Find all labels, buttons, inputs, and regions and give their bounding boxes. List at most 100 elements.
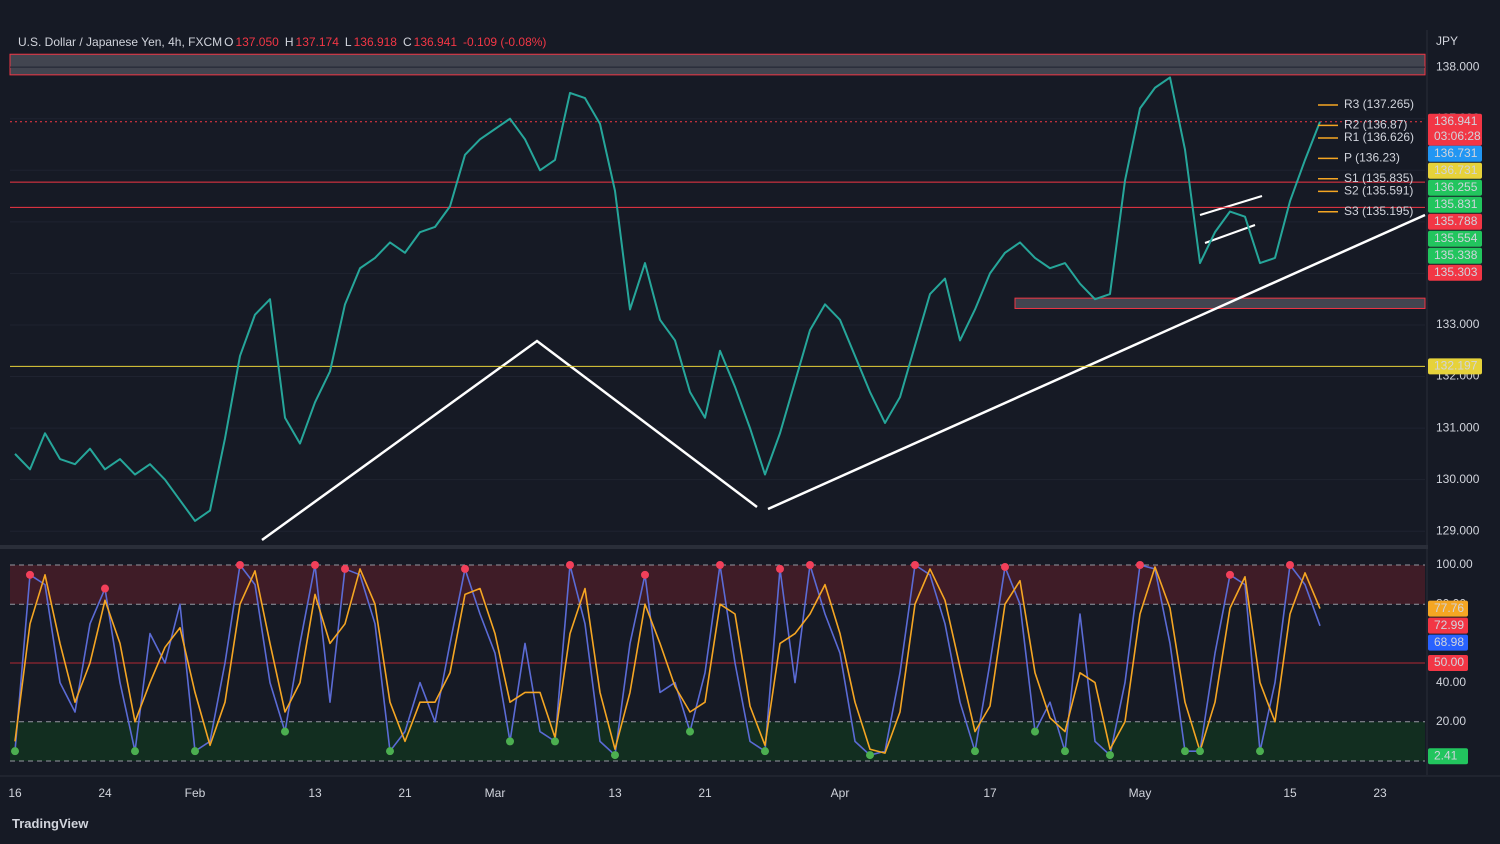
price-badge (1428, 600, 1468, 617)
header: U.S. Dollar / Japanese Yen, 4h, FXCM O 137… (18, 35, 552, 49)
marks: R3 (137.265) R2 (136.87)R1 (136.626) P (13… (10, 76, 1425, 762)
ohlc-key: L (344, 35, 352, 49)
ohlc-key: H (284, 35, 294, 49)
price-badge (1428, 247, 1482, 264)
x-tick-label: 23 (1373, 786, 1387, 800)
y-tick-label: 130.000 (1436, 472, 1480, 486)
price-badge-label: 68.98 (1434, 635, 1464, 649)
signal-dot (26, 570, 34, 579)
countdown: 03:06:28 (1434, 129, 1481, 143)
pivot-label: R2 (136.87) (1344, 118, 1407, 132)
ohlc-value: 136.918 (353, 35, 397, 49)
signal-dot (1196, 747, 1204, 756)
pattern-line (261, 339, 758, 542)
price-badge-label: 135.831 (1434, 197, 1478, 211)
x-tick-label: 15 (1283, 786, 1297, 800)
grid (10, 66, 1425, 532)
price-badge-label: 135.554 (1434, 231, 1478, 245)
signal-dot (131, 747, 139, 756)
price-badge (1428, 162, 1482, 179)
price-badge (1428, 264, 1482, 281)
pivot-label: S3 (135.195) (1344, 204, 1413, 218)
ohlc-key: C (402, 35, 412, 49)
signal-dot (1061, 747, 1069, 756)
x-tick-label: 13 (608, 786, 622, 800)
price-badge (1428, 748, 1468, 765)
signal-dot (686, 727, 694, 736)
price-badge-label: 136.731 (1434, 146, 1478, 160)
series-line (14, 566, 1321, 754)
signal-dot (1106, 751, 1114, 760)
signal-dot (911, 561, 919, 570)
price-badge (1428, 358, 1482, 375)
price-badge-label: 2.41 (1434, 748, 1458, 762)
change: -0.109 (-0.08%) (463, 35, 547, 49)
signal-dot (1001, 562, 1009, 571)
x-tick-label: 21 (398, 786, 412, 800)
signal-dot (971, 747, 979, 756)
signal-dot (716, 561, 724, 570)
pivot-label: P (136.23) (1344, 151, 1400, 165)
pivot-label: R1 (136.626) (1344, 130, 1414, 144)
price-badge (1428, 196, 1482, 213)
price-badge (1428, 634, 1468, 651)
ohlc-value: 136.941 (413, 35, 458, 49)
x-tick-label: Mar (485, 786, 506, 800)
ohlc-key: O (224, 35, 234, 49)
x-tick-label: 13 (308, 786, 322, 800)
signal-dot (236, 561, 244, 570)
y-tick-label: 100.00 (1436, 557, 1473, 571)
signal-dot (1226, 570, 1234, 579)
price-badge-label: 132.197 (1434, 359, 1478, 373)
price-badge-label: 136.941 (1434, 114, 1478, 128)
price-badge-label: 72.99 (1434, 618, 1464, 632)
x-tick-label: 17 (983, 786, 997, 800)
signal-dot (1286, 561, 1294, 570)
currency: JPY (1436, 34, 1458, 48)
price-badge (1428, 617, 1468, 634)
x-tick-label: May (1129, 786, 1152, 800)
trend-line (767, 213, 1426, 511)
signal-dot (386, 747, 394, 756)
x-tick-label: 21 (698, 786, 712, 800)
signal-dot (1136, 561, 1144, 570)
price-badge (1428, 145, 1482, 162)
ohlc-value: 137.174 (295, 35, 339, 49)
signal-dot (641, 570, 649, 579)
symbol: U.S. Dollar / Japanese Yen, 4h, FXCM (18, 35, 223, 49)
signal-dot (311, 561, 319, 570)
price-badge (1428, 179, 1482, 196)
price-badge-label: 135.788 (1434, 214, 1478, 228)
signal-dot (551, 737, 559, 746)
x-tick-label: Feb (185, 786, 206, 800)
brand: TradingView (12, 816, 89, 831)
zone (9, 53, 1426, 76)
y-tick-label: 129.000 (1436, 523, 1480, 537)
signal-dot (566, 561, 574, 570)
y-tick-label: 133.000 (1436, 317, 1480, 331)
y-tick-label: 138.000 (1436, 59, 1480, 73)
series-line (14, 76, 1321, 522)
signal-dot (281, 727, 289, 736)
pivot-label: S2 (135.591) (1344, 184, 1413, 198)
price-badge (1428, 213, 1482, 230)
zones (9, 53, 1426, 761)
zone (1014, 297, 1426, 309)
price-badge-label: 50.00 (1434, 655, 1464, 669)
x-tick-label: Apr (831, 786, 850, 800)
band (10, 721, 1425, 761)
pivot-label: R3 (137.265) (1344, 97, 1414, 111)
price-badge (1428, 230, 1482, 247)
signal-dot (506, 737, 514, 746)
ohlc-value: 137.050 (235, 35, 279, 49)
price-badge-label: 135.303 (1434, 265, 1478, 279)
price-badge-label: 135.338 (1434, 248, 1478, 262)
price-badge (1428, 655, 1468, 671)
channel-line (1199, 195, 1263, 216)
signal-dot (761, 747, 769, 756)
signal-dot (806, 561, 814, 570)
price-badge-label: 136.731 (1434, 163, 1478, 177)
signal-dot (776, 564, 784, 573)
price-badge-label: 77.76 (1434, 601, 1464, 615)
